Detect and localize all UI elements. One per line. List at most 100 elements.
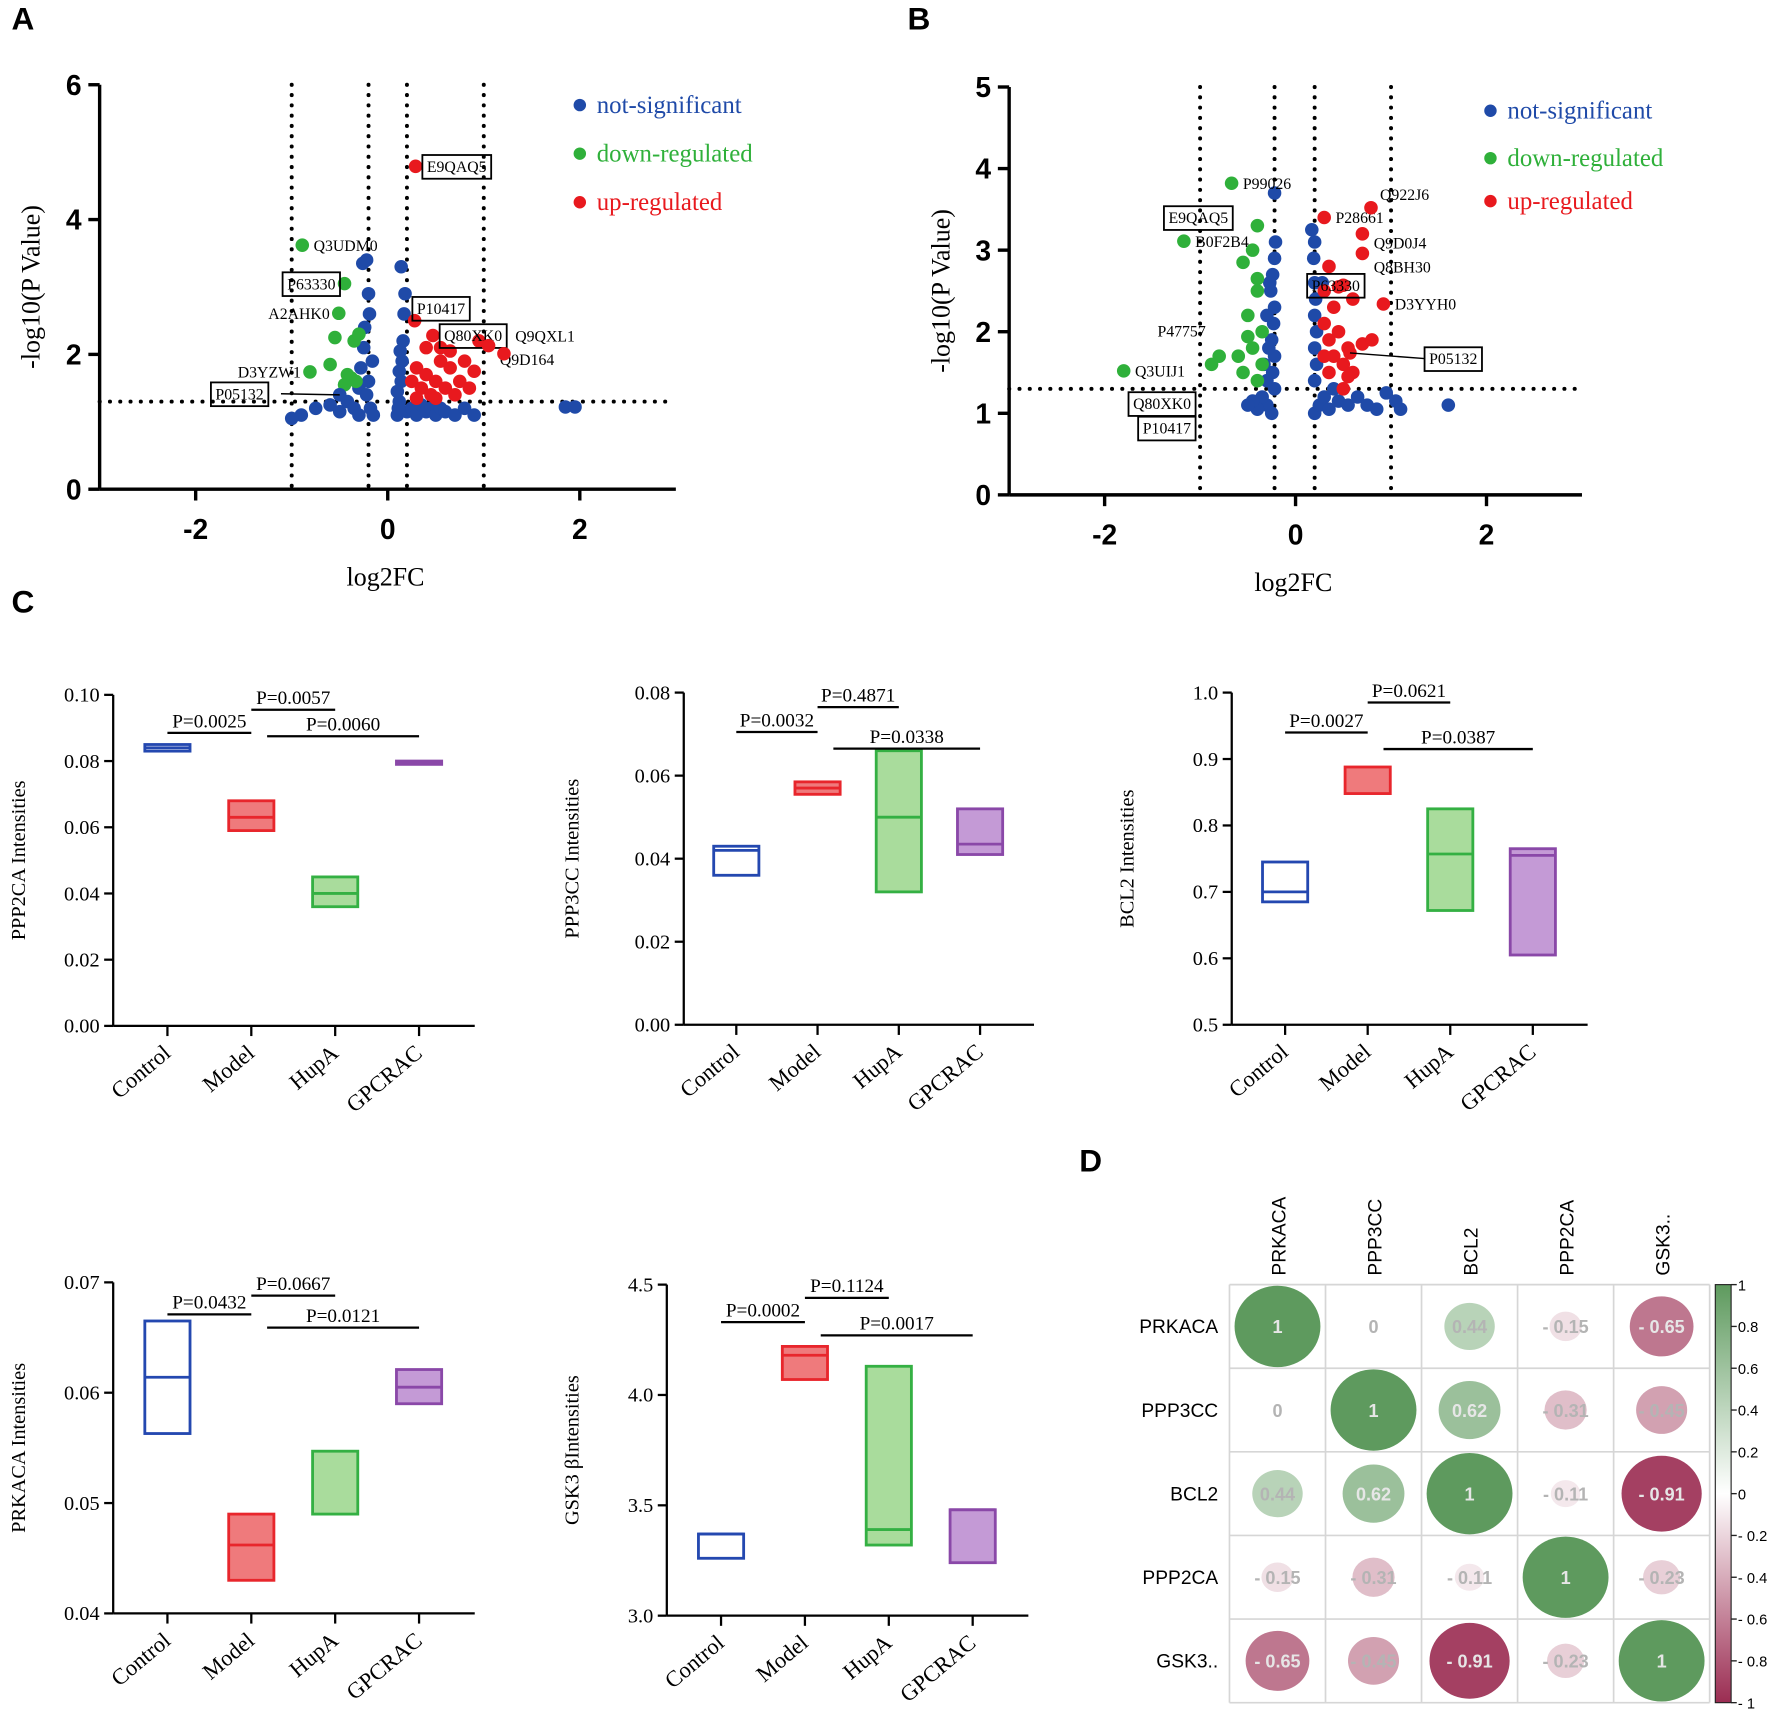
correlation-value: - 0.31 bbox=[1350, 1568, 1396, 1588]
point-not-significant bbox=[1241, 398, 1255, 412]
point-up-regulated bbox=[438, 381, 453, 395]
box-gpcrac bbox=[956, 807, 1005, 856]
point-not-significant bbox=[467, 408, 481, 422]
box-hupa bbox=[864, 1364, 913, 1547]
annotation-box bbox=[210, 381, 270, 408]
category-label: Control bbox=[1224, 1039, 1293, 1103]
box-plot-C2: 0.00 0.02 0.04 0.06 0.08 PPP3CC Intensities Co… bbox=[562, 682, 1035, 1116]
box-plot-C3: 0.5 0.6 0.7 0.8 0.9 1.0 BCL2 Intensities Contro… bbox=[1116, 681, 1588, 1116]
category-label: Control bbox=[660, 1630, 729, 1694]
annotated-point bbox=[1376, 297, 1391, 311]
correlation-value: - 0.65 bbox=[1254, 1652, 1300, 1672]
annotation: P05132 bbox=[1349, 346, 1483, 372]
point-up-regulated bbox=[1317, 316, 1331, 331]
box-plot-C1: 0.00 0.02 0.04 0.06 0.08 0.10 PPP2CA Intensiti… bbox=[8, 685, 475, 1117]
y-tick-label: 0 bbox=[975, 479, 991, 511]
box-gpcrac bbox=[1508, 847, 1557, 957]
point-not-significant bbox=[1350, 390, 1365, 404]
volcano-plot-A: 0 2 4 6 -2 0 2 log2FC -log10(P Value) E9QAQ5 Q3UDM… bbox=[17, 69, 753, 591]
point-not-significant bbox=[1263, 275, 1277, 290]
category-label: HupA bbox=[285, 1040, 344, 1095]
colorbar-tick-label: - 0.8 bbox=[1738, 1655, 1767, 1671]
correlation-circle bbox=[1544, 1390, 1587, 1430]
annotation: P10417 bbox=[411, 296, 471, 322]
p-value-label: P=0.0121 bbox=[306, 1306, 380, 1327]
y-tick-label: 0.04 bbox=[64, 1603, 100, 1625]
annotation-box bbox=[438, 323, 508, 349]
annotation: P05132 bbox=[210, 381, 340, 408]
p-value-label: P=0.0002 bbox=[726, 1300, 800, 1321]
category-label: Model bbox=[198, 1040, 259, 1097]
y-axis-label: -log10(P Value) bbox=[17, 205, 46, 369]
point-down-regulated bbox=[1204, 357, 1219, 372]
box-plot-C4: 0.04 0.05 0.06 0.07 PRKACA Intensities Contro… bbox=[8, 1272, 475, 1705]
correlation-circle bbox=[1252, 1470, 1303, 1518]
annotation: E9QAQ5 bbox=[1163, 205, 1234, 231]
point-not-significant bbox=[393, 344, 408, 358]
point-not-significant bbox=[1307, 373, 1322, 388]
annotation-label: P10417 bbox=[1143, 421, 1191, 438]
point-not-significant bbox=[1307, 235, 1322, 249]
point-not-significant bbox=[392, 364, 407, 379]
annotation: Q80XK0 bbox=[1127, 391, 1197, 417]
row-label: BCL2 bbox=[1170, 1484, 1218, 1505]
point-not-significant bbox=[359, 253, 374, 267]
annotated-point bbox=[295, 238, 310, 252]
annotation-label: Q9QXL1 bbox=[515, 328, 575, 345]
y-tick-label: 0.06 bbox=[64, 1382, 100, 1404]
legend-label: up-regulated bbox=[1507, 188, 1633, 215]
point-not-significant bbox=[308, 401, 323, 416]
annotated-point bbox=[1355, 246, 1370, 261]
correlation-value: - 0.15 bbox=[1542, 1317, 1588, 1337]
p-value-label: P=0.4871 bbox=[821, 685, 895, 706]
point-not-significant bbox=[394, 259, 408, 274]
y-tick-label: 5 bbox=[975, 71, 991, 103]
point-up-regulated bbox=[1365, 333, 1379, 347]
annotation: Q3UIJ1 bbox=[1135, 364, 1185, 381]
y-tick-label: 3.5 bbox=[628, 1495, 653, 1517]
point-not-significant bbox=[1441, 398, 1456, 412]
point-up-regulated bbox=[1326, 349, 1341, 363]
annotation: B0F2B4 bbox=[1195, 234, 1249, 251]
point-not-significant bbox=[1369, 402, 1384, 416]
colorbar-tick-label: 0.4 bbox=[1738, 1404, 1758, 1420]
box-model bbox=[227, 799, 276, 832]
panel-label-d: D bbox=[1079, 1143, 1102, 1179]
point-not-significant bbox=[398, 286, 412, 301]
correlation-circle bbox=[1330, 1369, 1417, 1451]
y-tick-label: 0.6 bbox=[1193, 948, 1218, 970]
annotated-point bbox=[1355, 227, 1370, 241]
colorbar bbox=[1714, 1284, 1732, 1704]
p-value-label: P=0.0025 bbox=[172, 711, 246, 732]
annotation-label: Q8BH30 bbox=[1374, 260, 1431, 277]
y-tick-label: 3 bbox=[975, 234, 991, 266]
annotation-label: P47757 bbox=[1157, 324, 1205, 341]
point-up-regulated bbox=[419, 340, 433, 355]
correlation-circle bbox=[1347, 1636, 1400, 1685]
annotation: P63330 bbox=[281, 271, 341, 297]
p-value-label: P=0.1124 bbox=[810, 1276, 884, 1297]
correlation-matrix: PRKACA PRKACA PPP3CC PPP3CC BCL2 BCL2 PPP2CA PP… bbox=[1139, 1196, 1767, 1712]
box-hupa bbox=[874, 749, 923, 894]
annotated-point bbox=[1364, 200, 1378, 215]
point-down-regulated bbox=[1231, 349, 1246, 363]
p-value-label: P=0.0060 bbox=[306, 715, 380, 736]
annotation-box bbox=[1306, 273, 1366, 299]
point-not-significant bbox=[362, 307, 377, 321]
annotation-label: Q3UIJ1 bbox=[1135, 364, 1185, 381]
x-tick-label: -2 bbox=[1092, 519, 1117, 551]
legend-marker-down-regulated bbox=[573, 147, 587, 160]
point-not-significant bbox=[332, 404, 347, 419]
annotation: P47757 bbox=[1157, 324, 1205, 341]
annotation-box bbox=[281, 271, 341, 297]
column-label: GSK3.. bbox=[1654, 1214, 1675, 1276]
point-not-significant bbox=[1317, 390, 1331, 404]
y-tick-label: 0.08 bbox=[64, 751, 100, 773]
p-value-label: P=0.0621 bbox=[1372, 681, 1446, 702]
point-up-regulated bbox=[1331, 324, 1346, 339]
box-gpcrac bbox=[948, 1508, 997, 1565]
legend-marker-not-significant bbox=[573, 98, 587, 112]
correlation-value: - 0.91 bbox=[1639, 1484, 1685, 1504]
annotated-point bbox=[1336, 278, 1351, 293]
y-tick-label: 0.00 bbox=[64, 1016, 100, 1038]
